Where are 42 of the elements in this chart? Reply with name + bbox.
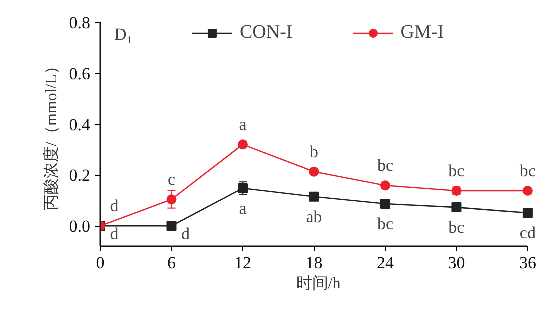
legend-label: CON-I [240, 22, 293, 44]
point [309, 166, 320, 177]
point [380, 198, 390, 209]
point [238, 140, 248, 150]
annotation: d [110, 224, 120, 244]
annotation: cd [520, 224, 536, 243]
x-tick-label: 24 [376, 254, 394, 272]
x-tick-label: 30 [448, 254, 466, 272]
x-tick-label: 18 [306, 254, 323, 272]
annotation: bc [377, 214, 394, 234]
y-tick-label: 0.8 [69, 14, 90, 32]
annotation: a [239, 115, 248, 134]
chart-title: D₁ [114, 25, 133, 44]
point [522, 186, 533, 196]
annotation: ab [306, 207, 322, 226]
x-tick-label: 12 [234, 254, 252, 272]
point [166, 221, 177, 232]
annotation: a [239, 198, 248, 218]
point [522, 208, 533, 218]
y-tick-label: 0.0 [69, 217, 90, 236]
point [380, 180, 390, 191]
point [309, 192, 320, 202]
annotation: bc [448, 162, 466, 181]
annotation: d [110, 196, 120, 216]
annotation: bc [448, 218, 466, 238]
y-tick-label: 0.6 [69, 64, 90, 84]
annotation: d [181, 224, 190, 244]
point [238, 183, 248, 194]
y-tick-label: 0.2 [69, 166, 90, 186]
x-tick-label: 6 [167, 254, 176, 272]
annotation: c [168, 170, 176, 190]
annotation: b [310, 142, 318, 162]
annotation: bc [377, 156, 394, 176]
point [452, 202, 462, 213]
point [166, 194, 177, 205]
annotation: bc [520, 162, 536, 181]
x-tick-label: 36 [519, 254, 536, 272]
y-tick-label: 0.4 [69, 115, 91, 134]
y-axis-title: 丙酸浓度/（mmol/L） [42, 58, 60, 210]
x-axis-title: 时间/h [296, 274, 341, 292]
x-tick-label: 0 [96, 254, 105, 272]
legend-label: GM-I [400, 22, 444, 44]
